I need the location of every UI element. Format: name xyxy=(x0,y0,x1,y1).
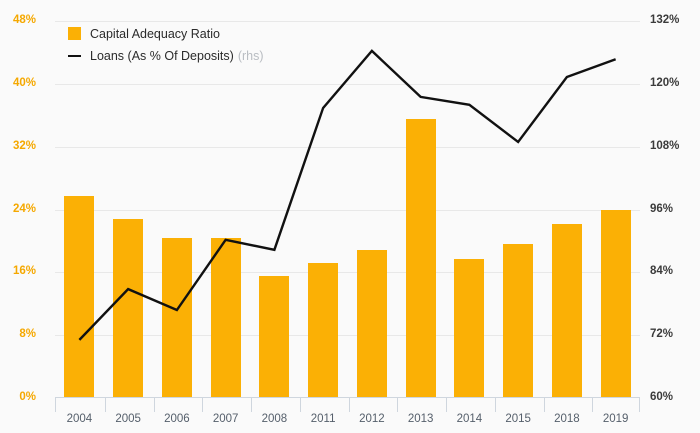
bar-slot xyxy=(591,21,640,398)
left-axis-tick-label: 0% xyxy=(19,391,36,403)
bar[interactable] xyxy=(600,209,631,398)
left-axis-tick-label: 40% xyxy=(12,76,36,89)
x-axis-label: 2006 xyxy=(164,413,190,425)
x-axis xyxy=(55,398,640,412)
bar-slot xyxy=(543,21,592,398)
bar-slot xyxy=(445,21,494,398)
bar-slot xyxy=(250,21,299,398)
bar-slot xyxy=(201,21,250,398)
x-axis-label: 2011 xyxy=(310,413,336,425)
bar[interactable] xyxy=(454,259,485,398)
left-axis-tick-label: 48% xyxy=(12,14,36,26)
bar[interactable] xyxy=(161,237,192,398)
right-axis-tick-label: 120% xyxy=(650,76,680,89)
bar-slot xyxy=(396,21,445,398)
bar-slot xyxy=(299,21,348,398)
right-axis-tick-label: 72% xyxy=(650,328,674,341)
right-axis-tick-label: 132% xyxy=(650,14,680,26)
x-axis-tick xyxy=(153,398,155,412)
x-axis-label: 2014 xyxy=(456,413,483,425)
left-axis-tick-label: 24% xyxy=(12,202,36,215)
right-axis-tick-label: 108% xyxy=(650,139,680,152)
x-axis-label: 2012 xyxy=(359,413,385,425)
x-axis-label: 2004 xyxy=(66,413,93,425)
x-axis-tick xyxy=(299,398,301,412)
legend-item-axis-note: (rhs) xyxy=(237,48,264,63)
right-axis-tick-label: 84% xyxy=(650,265,674,278)
right-axis-tick-label: 60% xyxy=(650,391,674,403)
x-axis-tick xyxy=(202,398,204,412)
bar[interactable] xyxy=(210,237,241,398)
gridline xyxy=(55,21,640,22)
chart-legend: Capital Adequacy Ratio Loans (As % Of De… xyxy=(68,24,264,68)
legend-item-label: Loans (As % Of Deposits) xyxy=(90,48,234,63)
right-axis-tick-label: 96% xyxy=(650,202,674,215)
bar[interactable] xyxy=(503,244,534,398)
legend-swatch-icon xyxy=(68,27,81,40)
bar[interactable] xyxy=(405,119,436,398)
bar[interactable] xyxy=(356,249,387,398)
legend-item-loans-as-pct-of-deposits[interactable]: Loans (As % Of Deposits) (rhs) xyxy=(68,46,264,65)
x-axis-label: 2019 xyxy=(602,413,629,425)
bar[interactable] xyxy=(64,196,95,398)
x-axis-label: 2008 xyxy=(261,413,288,425)
bar-slot xyxy=(153,21,202,398)
x-axis-labels: 2004 2005 2006 2007 2008 2011 2012 2013 2014 2015… xyxy=(55,413,640,433)
bar-slot xyxy=(104,21,153,398)
bar-slot xyxy=(348,21,397,398)
bar[interactable] xyxy=(551,223,582,398)
x-axis-tick xyxy=(104,398,106,412)
bar-series-capital-adequacy-ratio xyxy=(55,21,640,398)
bar[interactable] xyxy=(308,262,339,398)
x-axis-label: 2005 xyxy=(115,413,141,425)
bar-slot xyxy=(55,21,104,398)
x-axis-tick xyxy=(494,398,496,412)
left-axis-tick-label: 16% xyxy=(12,265,36,278)
legend-item-label: Capital Adequacy Ratio xyxy=(90,26,220,41)
x-axis-label: 2018 xyxy=(554,413,580,425)
bar[interactable] xyxy=(259,276,290,398)
x-axis-tick xyxy=(251,398,252,412)
x-axis-tick xyxy=(592,398,594,412)
x-axis-tick xyxy=(397,398,399,412)
bar[interactable] xyxy=(113,218,144,398)
x-axis-label: 2013 xyxy=(407,413,434,425)
bar-slot xyxy=(494,21,543,398)
x-axis-tick xyxy=(446,398,447,412)
x-axis-tick xyxy=(543,398,545,412)
left-axis-tick-label: 8% xyxy=(19,328,36,341)
axis-baseline xyxy=(55,397,640,398)
legend-line-icon xyxy=(68,54,81,57)
x-axis-label: 2007 xyxy=(212,413,239,425)
plot-area xyxy=(55,21,640,398)
x-axis-tick xyxy=(348,398,350,412)
x-axis-label: 2015 xyxy=(505,413,531,425)
legend-item-capital-adequacy-ratio[interactable]: Capital Adequacy Ratio xyxy=(68,24,264,43)
left-axis-tick-label: 32% xyxy=(12,139,36,152)
